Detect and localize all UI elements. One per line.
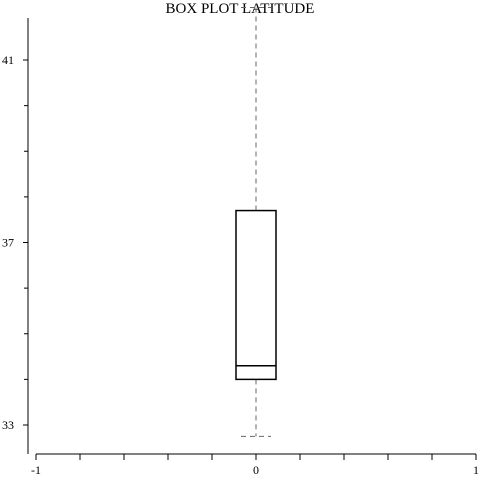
y-tick-label-33: 33 — [2, 418, 14, 432]
plot-area — [235, 7, 277, 437]
axes: 33 37 41 -1 0 1 — [2, 18, 479, 477]
y-tick-label-37: 37 — [2, 236, 14, 250]
x-tick-label-1: 1 — [473, 463, 479, 477]
x-tick-label--1: -1 — [31, 463, 41, 477]
x-tick-label-0: 0 — [253, 463, 259, 477]
y-tick-label-41: 41 — [2, 53, 14, 67]
iqr-box — [235, 209, 277, 381]
chart-title: BOX PLOT LATITUDE — [166, 1, 315, 17]
